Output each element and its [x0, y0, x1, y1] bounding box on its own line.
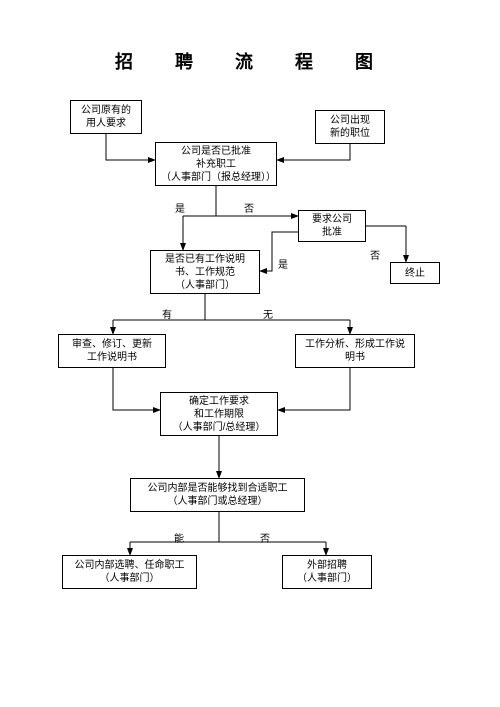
edge-label-no-2: 否	[370, 247, 380, 262]
edge-label-can: 能	[174, 530, 184, 545]
edge-label-yes-1: 是	[175, 200, 185, 215]
edge-label-yes-2: 是	[278, 256, 288, 271]
edge-label-none: 无	[263, 306, 273, 321]
node-subline: （人事部门（报总经理））	[161, 171, 271, 184]
node-line: 批准	[322, 226, 342, 239]
edge-label-has: 有	[162, 306, 172, 321]
node-subline: （人事部门或总经理）	[168, 495, 268, 508]
node-define-requirements: 确定工作要求 和工作期限 （人事部门/总经理）	[160, 392, 278, 436]
node-subline: （人事部门）	[297, 572, 357, 585]
node-line: 和工作期限	[194, 408, 244, 421]
node-line: 工作说明书	[87, 351, 137, 364]
node-line: 外部招聘	[307, 559, 347, 572]
edge-label-no-1: 否	[244, 200, 254, 215]
node-subline: （人事部门）	[175, 279, 235, 292]
node-line: 公司内部是否能够找到合适职工	[148, 482, 288, 495]
node-line: 书、工作规范	[175, 266, 235, 279]
edge-label-cannot: 否	[260, 530, 270, 545]
node-line: 终止	[405, 267, 425, 280]
node-external-hire: 外部招聘 （人事部门）	[282, 555, 372, 589]
node-line: 公司是否已批准	[181, 145, 251, 158]
node-original-requirement: 公司原有的 用人要求	[70, 100, 142, 134]
node-line: 工作分析、形成工作说	[305, 338, 405, 351]
node-line: 公司出现	[330, 114, 370, 127]
node-request-approval: 要求公司 批准	[298, 210, 366, 242]
node-line: 要求公司	[312, 213, 352, 226]
node-line: 补充职工	[196, 158, 236, 171]
node-internal-hire: 公司内部选聘、任命职工 （人事部门）	[62, 555, 197, 589]
node-approved-supplement: 公司是否已批准 补充职工 （人事部门（报总经理））	[155, 142, 277, 186]
node-line: 明书	[345, 351, 365, 364]
node-line: 公司内部选聘、任命职工	[75, 559, 185, 572]
node-subline: （人事部门/总经理）	[173, 421, 266, 434]
node-subline: （人事部门）	[100, 572, 160, 585]
page-title: 招 聘 流 程 图	[0, 48, 500, 74]
node-job-analysis: 工作分析、形成工作说 明书	[295, 334, 415, 368]
node-line: 新的职位	[330, 127, 370, 140]
node-line: 审查、修订、更新	[72, 338, 152, 351]
node-line: 用人要求	[86, 117, 126, 130]
node-line: 公司原有的	[81, 104, 131, 117]
node-review-update-spec: 审查、修订、更新 工作说明书	[58, 334, 166, 368]
node-line: 是否已有工作说明	[165, 253, 245, 266]
node-new-position: 公司出现 新的职位	[315, 110, 385, 144]
node-internal-candidate: 公司内部是否能够找到合适职工 （人事部门或总经理）	[130, 478, 305, 512]
node-line: 确定工作要求	[189, 395, 249, 408]
node-has-job-spec: 是否已有工作说明 书、工作规范 （人事部门）	[150, 250, 260, 294]
node-terminate: 终止	[390, 262, 440, 284]
